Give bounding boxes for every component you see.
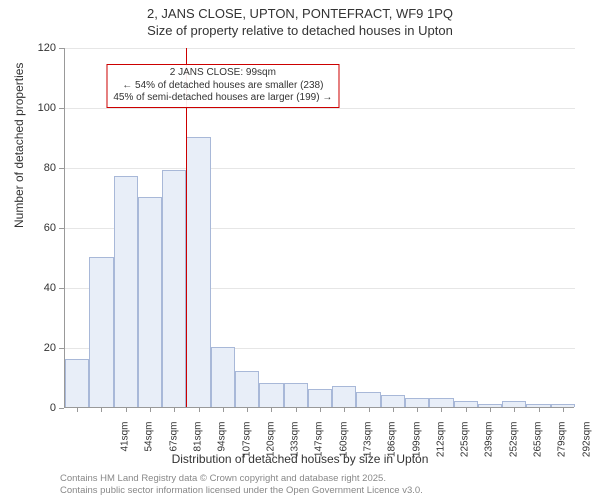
histogram-bar — [332, 386, 356, 407]
y-tick-label: 100 — [16, 102, 56, 114]
x-tick-mark — [77, 407, 78, 412]
histogram-bar — [89, 257, 113, 407]
histogram-bar — [381, 395, 405, 407]
annotation-line: 2 JANS CLOSE: 99sqm — [113, 67, 332, 80]
histogram-bar — [308, 389, 332, 407]
plot-area: 02040608010012041sqm54sqm67sqm81sqm94sqm… — [64, 48, 574, 408]
histogram-bar — [186, 137, 210, 407]
y-tick-label: 60 — [16, 222, 56, 234]
histogram-bar — [259, 383, 283, 407]
x-tick-mark — [417, 407, 418, 412]
histogram-bar — [405, 398, 429, 407]
histogram-bar — [114, 176, 138, 407]
chart-area: 02040608010012041sqm54sqm67sqm81sqm94sqm… — [64, 48, 574, 408]
histogram-bar — [138, 197, 162, 407]
x-tick-mark — [563, 407, 564, 412]
y-tick-label: 0 — [16, 402, 56, 414]
x-tick-mark — [223, 407, 224, 412]
x-tick-mark — [247, 407, 248, 412]
y-tick-label: 20 — [16, 342, 56, 354]
histogram-bar — [429, 398, 453, 407]
x-tick-mark — [369, 407, 370, 412]
histogram-bar — [356, 392, 380, 407]
histogram-bar — [235, 371, 259, 407]
x-tick-mark — [101, 407, 102, 412]
x-tick-mark — [490, 407, 491, 412]
histogram-bar — [65, 359, 89, 407]
x-tick-mark — [344, 407, 345, 412]
annotation-line: 45% of semi-detached houses are larger (… — [113, 92, 332, 105]
caption-line-2: Contains public sector information licen… — [60, 485, 423, 497]
x-tick-mark — [199, 407, 200, 412]
x-tick-mark — [466, 407, 467, 412]
chart-title-block: 2, JANS CLOSE, UPTON, PONTEFRACT, WF9 1P… — [0, 0, 600, 40]
annotation-box: 2 JANS CLOSE: 99sqm← 54% of detached hou… — [106, 64, 339, 108]
title-main: 2, JANS CLOSE, UPTON, PONTEFRACT, WF9 1P… — [0, 6, 600, 23]
gridline — [65, 168, 575, 169]
x-tick-mark — [296, 407, 297, 412]
y-tick-label: 120 — [16, 42, 56, 54]
y-tick-label: 40 — [16, 282, 56, 294]
annotation-line: ← 54% of detached houses are smaller (23… — [113, 80, 332, 93]
x-tick-mark — [126, 407, 127, 412]
x-tick-mark — [320, 407, 321, 412]
gridline — [65, 48, 575, 49]
histogram-bar — [162, 170, 186, 407]
x-tick-mark — [393, 407, 394, 412]
x-tick-mark — [441, 407, 442, 412]
histogram-bar — [211, 347, 235, 407]
x-tick-mark — [271, 407, 272, 412]
x-tick-mark — [150, 407, 151, 412]
histogram-bar — [284, 383, 308, 407]
x-tick-mark — [174, 407, 175, 412]
x-tick-mark — [539, 407, 540, 412]
y-tick-label: 80 — [16, 162, 56, 174]
x-axis-label: Distribution of detached houses by size … — [0, 452, 600, 466]
caption-line-1: Contains HM Land Registry data © Crown c… — [60, 473, 423, 485]
title-sub: Size of property relative to detached ho… — [0, 23, 600, 40]
gridline — [65, 108, 575, 109]
caption: Contains HM Land Registry data © Crown c… — [60, 473, 423, 497]
y-axis-label: Number of detached properties — [12, 63, 26, 228]
x-tick-mark — [514, 407, 515, 412]
